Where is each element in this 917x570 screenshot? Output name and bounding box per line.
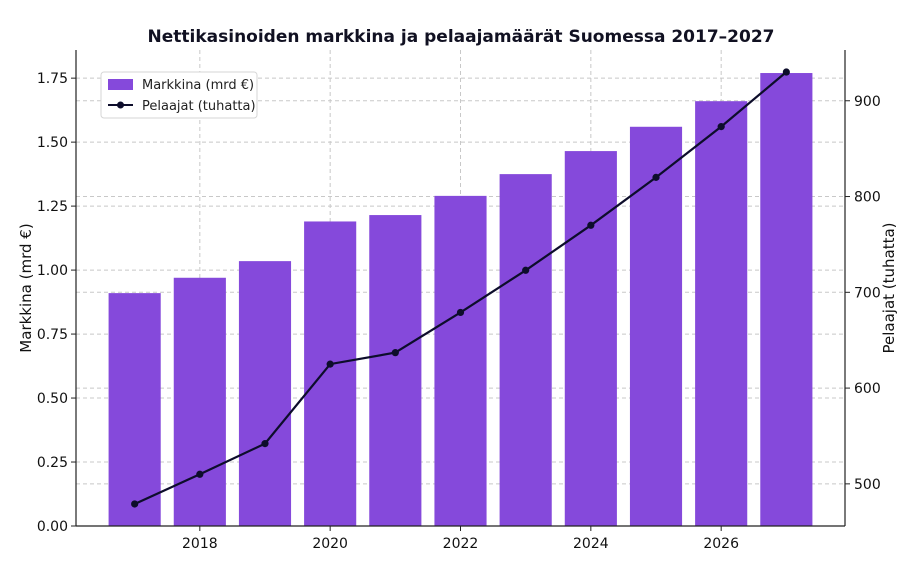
bar-2025 [629,126,683,526]
y2-tick-label: 700 [854,285,881,301]
players-point-2024 [587,221,595,229]
y-tick-label: 1.75 [37,71,68,87]
bar-2017 [108,293,161,526]
y-tick-label: 1.50 [37,135,68,151]
y2-tick-label: 600 [854,381,881,397]
x-tick-label: 2018 [182,536,218,552]
y-tick-label: 0.25 [37,455,68,471]
bar-series [108,73,813,526]
legend-box [100,71,258,119]
legend: Markkina (mrd €) Pelaajat (tuhatta) [100,71,258,119]
y-tick-label: 0.75 [37,327,68,343]
x-tick-label: 2024 [573,536,609,552]
players-point-2025 [652,173,660,181]
y2-tick-label: 800 [854,190,881,206]
y-tick-label: 0.50 [37,391,68,407]
y2-tick-label: 500 [854,477,881,493]
players-point-2026 [717,123,725,131]
legend-line-marker [117,101,124,109]
bar-2018 [173,277,226,526]
y2-tick-label: 900 [854,94,881,110]
legend-line-label: Pelaajat (tuhatta) [142,99,256,114]
y-tick-label: 1.00 [37,263,68,279]
bar-2019 [238,261,292,526]
bar-2024 [564,151,617,526]
legend-bar-label: Markkina (mrd €) [142,78,254,93]
y2-axis-label: Pelaajat (tuhatta) [880,222,898,353]
x-tick-label: 2020 [312,536,348,552]
y-tick-label: 1.25 [37,199,68,215]
players-point-2017 [131,500,139,508]
bar-2021 [369,215,422,526]
players-point-2019 [261,440,269,448]
bar-2023 [499,174,552,526]
players-point-2027 [782,68,790,76]
x-tick-label: 2022 [443,536,479,552]
axes: 2018 2020 2022 2024 2026 0.00 0.25 0.50 0.75 1.00… [37,50,881,552]
bar-2027 [760,73,813,526]
y-tick-label: 0.00 [37,519,68,535]
bar-2022 [434,195,487,526]
players-point-2021 [391,349,399,357]
legend-bar-swatch [108,79,133,90]
x-tick-label: 2026 [703,536,739,552]
players-point-2023 [522,266,530,274]
players-point-2022 [456,308,465,317]
players-point-2020 [326,360,334,368]
line-series [131,68,790,508]
bar-2026 [695,101,748,526]
bar-2020 [304,221,357,526]
players-point-2018 [196,470,204,478]
chart-title: Nettikasinoiden markkina ja pelaajamäärä… [148,27,775,47]
y-axis-label: Markkina (mrd €) [17,223,35,352]
